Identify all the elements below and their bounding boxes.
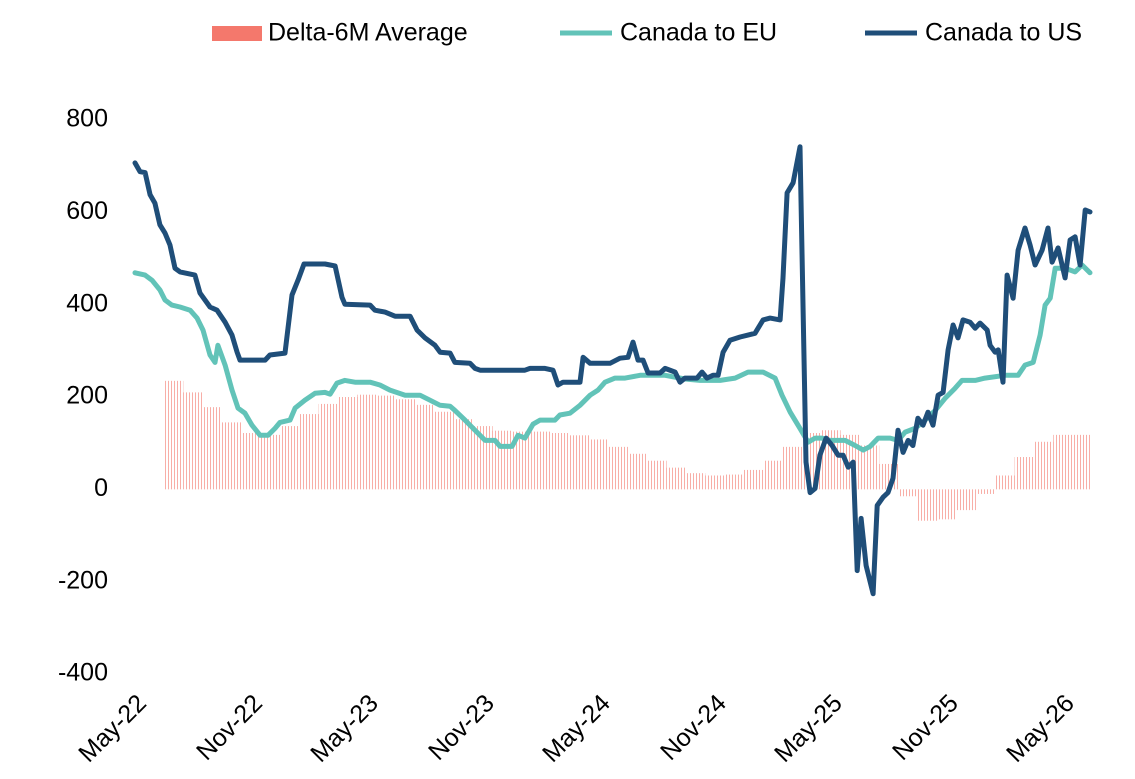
bar <box>1053 434 1073 490</box>
y-tick-label: -400 <box>58 659 108 687</box>
x-tick-label: May-24 <box>537 689 616 768</box>
y-tick-label: -200 <box>58 566 108 594</box>
y-tick-label: 200 <box>66 382 108 410</box>
bar <box>415 404 435 490</box>
x-tick-label: May-23 <box>305 689 384 768</box>
bar <box>318 403 338 490</box>
bar <box>705 475 725 490</box>
bar <box>589 439 609 490</box>
bar <box>975 489 996 494</box>
bar <box>685 473 706 490</box>
x-tick-label: Nov-22 <box>191 689 268 766</box>
bar <box>917 489 938 521</box>
bar <box>337 397 358 490</box>
bar <box>183 392 203 490</box>
bar <box>531 431 551 490</box>
bar <box>395 399 416 490</box>
x-tick-label: May-26 <box>1001 689 1080 768</box>
bar <box>1072 434 1092 490</box>
bar <box>724 474 744 490</box>
y-tick-label: 400 <box>66 289 108 317</box>
bar <box>1014 457 1034 490</box>
bar <box>279 426 300 490</box>
bar <box>221 422 242 490</box>
bar <box>550 433 570 490</box>
bar <box>376 395 396 490</box>
bar <box>511 431 532 490</box>
line <box>132 144 1093 597</box>
bar <box>995 475 1015 490</box>
bar <box>569 435 590 490</box>
bar <box>937 489 957 520</box>
x-tick-label: May-25 <box>769 689 848 768</box>
bar <box>782 446 802 490</box>
bar <box>299 414 319 490</box>
y-tick-label: 0 <box>94 474 108 502</box>
bar <box>666 467 686 490</box>
bar <box>357 394 377 490</box>
y-tick-label: 600 <box>66 197 108 225</box>
legend-label: Canada to US <box>925 19 1082 47</box>
bar <box>260 434 280 490</box>
x-tick-label: May-22 <box>73 689 152 768</box>
x-tick-label: Nov-23 <box>423 689 500 766</box>
y-tick-label: 800 <box>66 105 108 133</box>
x-tick-label: Nov-24 <box>655 689 732 766</box>
bar <box>241 433 261 490</box>
bar <box>763 460 783 490</box>
bar <box>608 446 628 490</box>
bar <box>202 407 222 490</box>
bar <box>163 380 184 490</box>
bar <box>627 453 648 490</box>
bar <box>743 469 764 490</box>
x-tick-label: Nov-25 <box>887 689 964 766</box>
legend-label: Canada to EU <box>620 19 777 47</box>
bar <box>898 489 918 497</box>
legend-swatch <box>212 26 262 41</box>
bar <box>956 489 976 511</box>
bar <box>1033 441 1054 490</box>
bar <box>434 411 454 490</box>
bar <box>453 419 474 490</box>
bar <box>647 460 667 490</box>
bar <box>859 445 880 490</box>
legend-label: Delta-6M Average <box>268 19 468 47</box>
